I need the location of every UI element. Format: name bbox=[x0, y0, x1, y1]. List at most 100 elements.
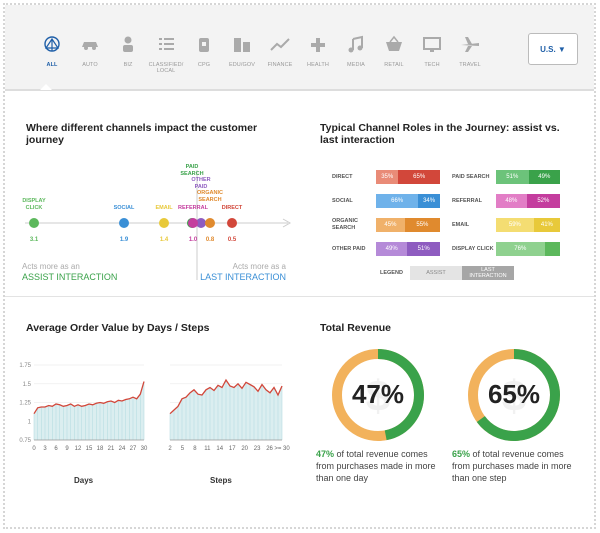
role-bar: 49% 51% bbox=[376, 242, 440, 256]
category-biz[interactable]: BIZ bbox=[109, 35, 147, 75]
steps-tick-label: 26 bbox=[266, 446, 273, 452]
days-chart: 1.75 1.5 1.25 1 0.750 3 6 9 12 15 18 21 24 27 30 bbox=[19, 363, 148, 452]
category-classified-local[interactable]: CLASSIFIED/ LOCAL bbox=[147, 35, 185, 75]
donut-value-arc bbox=[476, 349, 560, 441]
section-divider bbox=[5, 296, 594, 297]
roles-legend: LEGEND ASSIST LAST INTERACTION bbox=[380, 266, 514, 280]
y-tick-label: 0.75 bbox=[19, 438, 31, 444]
role-name: DIRECT bbox=[332, 173, 353, 180]
role-last-segment: 41% bbox=[533, 218, 560, 232]
impact-point-value: 0.8 bbox=[206, 237, 215, 243]
category-label: AUTO bbox=[82, 62, 98, 68]
role-assist-segment: 49% bbox=[376, 242, 408, 256]
role-bar: 59% 41% bbox=[496, 218, 560, 232]
category-health[interactable]: HEALTH bbox=[299, 35, 337, 75]
assist-caption-text: Acts more as an bbox=[22, 262, 80, 271]
category-auto[interactable]: AUTO bbox=[71, 35, 109, 75]
step-revenue-donut: $ bbox=[468, 349, 560, 441]
days-tick-label: 0 bbox=[32, 446, 36, 452]
category-label: ALL bbox=[46, 62, 58, 68]
step-revenue-note-pct: 65% bbox=[452, 449, 471, 459]
days-tick-label: 27 bbox=[130, 446, 137, 452]
impact-point-value: 1.0 bbox=[189, 237, 198, 243]
impact-point bbox=[196, 218, 206, 228]
category-media[interactable]: MEDIA bbox=[337, 35, 375, 75]
category-label: HEALTH bbox=[307, 62, 329, 68]
series-line bbox=[33, 381, 145, 415]
page-frame bbox=[3, 3, 596, 529]
music-icon bbox=[345, 35, 367, 58]
impact-point-label: EMAIL bbox=[155, 205, 173, 211]
series-line bbox=[169, 378, 283, 415]
days-tick-label: 18 bbox=[97, 446, 104, 452]
category-label: CLASSIFIED/ LOCAL bbox=[148, 62, 184, 74]
day-revenue-note: 47% of total revenue comes from purchase… bbox=[316, 448, 442, 484]
role-assist-segment: 35% bbox=[376, 170, 399, 184]
aov-title: Average Order Value by Days / Steps bbox=[26, 322, 210, 334]
category-edu-gov[interactable]: EDU/GOV bbox=[223, 35, 261, 75]
active-category-pointer bbox=[40, 84, 52, 90]
category-cpg[interactable]: CPG bbox=[185, 35, 223, 75]
dollar-watermark-icon: $ bbox=[366, 372, 390, 421]
list-icon bbox=[155, 35, 177, 58]
impact-point-label: DIRECT bbox=[222, 205, 243, 211]
role-bar: 66% 34% bbox=[376, 194, 440, 208]
role-row: SOCIAL 66% 34% bbox=[332, 194, 440, 208]
channel-roles-title: Typical Channel Roles in the Journey: as… bbox=[320, 122, 560, 146]
impact-axis-arrow bbox=[282, 218, 292, 228]
role-assist-segment: 51% bbox=[496, 170, 529, 184]
day-revenue-note-text: of total revenue comes from purchases ma… bbox=[316, 449, 436, 483]
role-last-segment: 34% bbox=[418, 194, 440, 208]
role-row: REFERRAL 48% 52% bbox=[452, 194, 560, 208]
category-label: TRAVEL bbox=[459, 62, 481, 68]
role-bar: 76% bbox=[496, 242, 560, 256]
car-icon bbox=[79, 35, 101, 58]
role-last-segment: 65% bbox=[398, 170, 440, 184]
y-tick-label: 1 bbox=[28, 419, 32, 425]
assist-caption: Acts more as an ASSIST INTERACTION bbox=[22, 262, 117, 282]
category-label: BIZ bbox=[123, 62, 133, 68]
day-revenue-pct: 47% bbox=[351, 379, 405, 409]
role-name: OTHER PAID bbox=[332, 245, 366, 252]
category-label: EDU/GOV bbox=[228, 62, 256, 68]
building-icon bbox=[231, 35, 253, 58]
role-name: EMAIL bbox=[452, 221, 470, 228]
person-icon bbox=[117, 35, 139, 58]
step-revenue-pct: 65% bbox=[487, 379, 541, 409]
impact-point-label: ORGANIC SEARCH bbox=[197, 190, 223, 203]
role-name: PAID SEARCH bbox=[452, 173, 490, 180]
steps-tick-label: 5 bbox=[181, 446, 185, 452]
basket-icon bbox=[383, 35, 405, 58]
day-revenue-donut: $ bbox=[332, 349, 424, 441]
days-tick-label: 21 bbox=[108, 446, 115, 452]
impact-point bbox=[159, 218, 169, 228]
impact-point-value: 3.1 bbox=[30, 237, 39, 243]
impact-point-value: 1.4 bbox=[160, 237, 169, 243]
role-row: EMAIL 59% 41% bbox=[452, 218, 560, 232]
monitor-icon bbox=[421, 35, 443, 58]
category-travel[interactable]: TRAVEL bbox=[451, 35, 489, 75]
impact-point-value: 1.9 bbox=[120, 237, 129, 243]
category-finance[interactable]: FINANCE bbox=[261, 35, 299, 75]
network-icon bbox=[41, 35, 63, 58]
category-label: TECH bbox=[424, 62, 440, 68]
category-tech[interactable]: TECH bbox=[413, 35, 451, 75]
role-bar: 35% 65% bbox=[376, 170, 440, 184]
step-revenue-note: 65% of total revenue comes from purchase… bbox=[452, 448, 578, 484]
role-name: SOCIAL bbox=[332, 197, 353, 204]
y-tick-label: 1.25 bbox=[19, 401, 31, 407]
revenue-title: Total Revenue bbox=[320, 322, 391, 334]
category-all[interactable]: ALL bbox=[33, 35, 71, 75]
day-revenue-note-pct: 47% bbox=[316, 449, 335, 459]
role-row: DISPLAY CLICK 76% bbox=[452, 242, 560, 256]
role-name: DISPLAY CLICK bbox=[452, 245, 494, 252]
steps-tick-label: >= 30 bbox=[274, 446, 290, 452]
category-retail[interactable]: RETAIL bbox=[375, 35, 413, 75]
role-name: ORGANIC SEARCH bbox=[332, 218, 358, 231]
legend-last: LAST INTERACTION bbox=[462, 266, 514, 280]
step-revenue-note-text: of total revenue comes from purchases ma… bbox=[452, 449, 572, 483]
role-assist-segment: 45% bbox=[376, 218, 405, 232]
impact-point bbox=[227, 218, 237, 228]
country-selector[interactable]: U.S. ▼ bbox=[528, 33, 578, 65]
impact-point-label: DISPLAY CLICK bbox=[22, 198, 46, 211]
